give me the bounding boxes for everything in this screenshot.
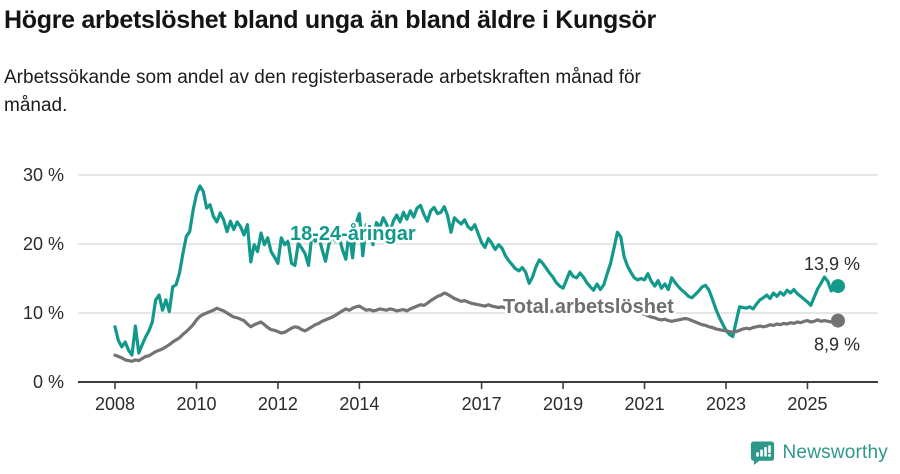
page-title: Högre arbetslöshet bland unga än bland ä… (4, 6, 656, 34)
series-name-label-0: 18-24-åringar (290, 222, 416, 245)
x-tick-label-2021: 2021 (624, 394, 664, 414)
x-tick-label-2008: 2008 (95, 394, 135, 414)
x-tick-label-2023: 2023 (706, 394, 746, 414)
chart-subtitle: Arbetssökande som andel av den registerb… (4, 64, 864, 120)
subtitle-line-1: Arbetssökande som andel av den registerb… (4, 67, 641, 88)
series-line-0 (113, 184, 840, 357)
newsworthy-logo-icon (750, 441, 774, 465)
y-tick-label-20: 20 % (23, 234, 64, 254)
x-tick-label-2019: 2019 (543, 394, 583, 414)
subtitle-line-2: månad. (4, 95, 68, 116)
brand-footer: Newsworthy (749, 439, 888, 466)
x-tick-label-2010: 2010 (176, 394, 216, 414)
end-value-label-0: 13,9 % (804, 254, 860, 274)
series-line-1 (113, 291, 840, 363)
series-name-label-1: Total arbetslöshet (503, 296, 674, 318)
y-tick-label-30: 30 % (23, 165, 64, 185)
y-tick-label-0: 0 % (33, 372, 64, 392)
x-tick-label-2014: 2014 (339, 394, 379, 414)
series-end-dot-0 (831, 279, 845, 294)
x-tick-label-2017: 2017 (462, 394, 502, 414)
y-tick-label-10: 10 % (23, 303, 64, 323)
end-value-label-1: 8,9 % (814, 335, 860, 355)
x-tick-label-2025: 2025 (787, 394, 827, 414)
brand-name: Newsworthy (782, 441, 888, 463)
series-end-dot-1 (831, 313, 845, 328)
x-tick-label-2012: 2012 (258, 394, 298, 414)
